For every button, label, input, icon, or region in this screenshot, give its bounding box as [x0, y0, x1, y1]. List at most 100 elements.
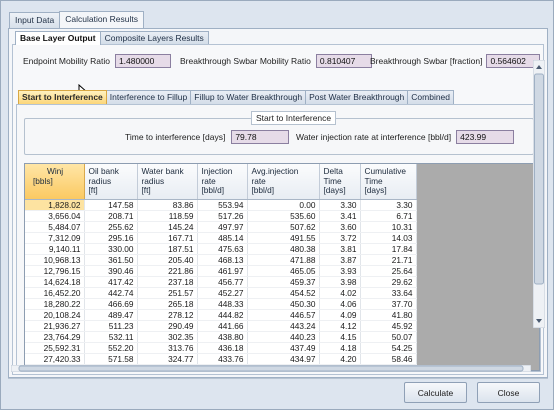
table-cell[interactable]: 278.12: [137, 309, 198, 321]
table-cell[interactable]: 452.27: [197, 287, 248, 299]
table-cell[interactable]: 23,764.29: [25, 331, 85, 343]
table-row[interactable]: 10,968.13 361.50 205.40 468.13 471.88 3.87 21.…: [25, 254, 417, 266]
table-cell[interactable]: 459.37: [247, 276, 320, 288]
table-cell[interactable]: 41.80: [360, 309, 417, 321]
table-cell[interactable]: 265.18: [137, 298, 198, 310]
close-button[interactable]: Close: [477, 382, 540, 403]
table-cell[interactable]: 313.76: [137, 342, 198, 354]
tab-interference-to-fillup[interactable]: Interference to Fillup: [105, 90, 192, 104]
table-cell[interactable]: 441.66: [197, 320, 248, 332]
table-cell[interactable]: 448.33: [197, 298, 248, 310]
table-row[interactable]: 1,828.02 147.58 83.86 553.94 0.00 3.30 3.30: [25, 199, 417, 211]
vertical-scrollbar[interactable]: [533, 60, 545, 328]
table-cell[interactable]: 532.11: [84, 331, 138, 343]
table-cell[interactable]: 145.24: [137, 221, 198, 233]
table-cell[interactable]: 3.87: [319, 254, 361, 266]
table-cell[interactable]: 237.18: [137, 276, 198, 288]
table-row[interactable]: 21,936.27 511.23 290.49 441.66 443.24 4.12 45.…: [25, 320, 417, 332]
col-header-oil-bank-radius[interactable]: Oil bank radius [ft]: [84, 164, 138, 200]
table-row[interactable]: 7,312.09 295.16 167.71 485.14 491.55 3.72 14.0…: [25, 232, 417, 244]
table-cell[interactable]: 16,452.20: [25, 287, 85, 299]
breakthrough-mobility-value[interactable]: 0.810407: [315, 54, 372, 68]
table-cell[interactable]: 442.74: [84, 287, 138, 299]
table-cell[interactable]: 434.97: [247, 353, 320, 365]
table-cell[interactable]: 489.47: [84, 309, 138, 321]
table-cell[interactable]: 3.30: [360, 199, 417, 211]
table-cell[interactable]: 324.77: [137, 353, 198, 365]
table-cell[interactable]: 221.86: [137, 265, 198, 277]
table-cell[interactable]: 255.62: [84, 221, 138, 233]
table-cell[interactable]: 27,420.33: [25, 353, 85, 365]
table-cell[interactable]: 37.70: [360, 298, 417, 310]
table-cell[interactable]: 10.31: [360, 221, 417, 233]
table-row[interactable]: 9,140.11 330.00 187.51 475.63 480.38 3.81 17.8…: [25, 243, 417, 255]
table-cell[interactable]: 205.40: [137, 254, 198, 266]
results-grid[interactable]: Winj [bbls] Oil bank radius [ft] Water b…: [24, 163, 540, 371]
table-cell[interactable]: 21.71: [360, 254, 417, 266]
table-cell[interactable]: 4.06: [319, 298, 361, 310]
table-row[interactable]: 12,796.15 390.46 221.86 461.97 465.05 3.93 25.…: [25, 265, 417, 277]
table-cell[interactable]: 552.20: [84, 342, 138, 354]
table-cell[interactable]: 475.63: [197, 243, 248, 255]
table-cell[interactable]: 6.71: [360, 210, 417, 222]
table-cell[interactable]: 12,796.15: [25, 265, 85, 277]
table-cell[interactable]: 45.92: [360, 320, 417, 332]
tab-base-layer-output[interactable]: Base Layer Output: [15, 31, 101, 45]
table-cell[interactable]: 511.23: [84, 320, 138, 332]
table-cell[interactable]: 4.15: [319, 331, 361, 343]
horizontal-scrollbar[interactable]: [11, 365, 531, 372]
table-cell[interactable]: 0.00: [247, 199, 320, 211]
table-cell[interactable]: 330.00: [84, 243, 138, 255]
tab-calculation-results[interactable]: Calculation Results: [59, 11, 144, 28]
table-cell[interactable]: 465.05: [247, 265, 320, 277]
tab-start-to-interference[interactable]: Start to Interference: [18, 90, 107, 104]
table-cell[interactable]: 10,968.13: [25, 254, 85, 266]
table-cell[interactable]: 480.38: [247, 243, 320, 255]
tab-fillup-to-water-breakthrough[interactable]: Fillup to Water Breakthrough: [190, 90, 307, 104]
col-header-cumulative-time[interactable]: Cumulative Time [days]: [360, 164, 417, 200]
table-cell[interactable]: 118.59: [137, 210, 198, 222]
table-cell[interactable]: 466.69: [84, 298, 138, 310]
table-cell[interactable]: 3.30: [319, 199, 361, 211]
table-cell[interactable]: 471.88: [247, 254, 320, 266]
table-row[interactable]: 5,484.07 255.62 145.24 497.97 507.62 3.60 10.3…: [25, 221, 417, 233]
table-cell[interactable]: 3,656.04: [25, 210, 85, 222]
table-cell[interactable]: 5,484.07: [25, 221, 85, 233]
table-cell[interactable]: 468.13: [197, 254, 248, 266]
table-cell[interactable]: 25,592.31: [25, 342, 85, 354]
table-cell[interactable]: 25.64: [360, 265, 417, 277]
table-cell[interactable]: 443.24: [247, 320, 320, 332]
table-cell[interactable]: 4.09: [319, 309, 361, 321]
table-cell[interactable]: 517.26: [197, 210, 248, 222]
table-cell[interactable]: 433.76: [197, 353, 248, 365]
table-cell[interactable]: 20,108.24: [25, 309, 85, 321]
table-cell[interactable]: 491.55: [247, 232, 320, 244]
table-cell[interactable]: 50.07: [360, 331, 417, 343]
table-cell[interactable]: 507.62: [247, 221, 320, 233]
table-row[interactable]: 14,624.18 417.42 237.18 456.77 459.37 3.98 29.…: [25, 276, 417, 288]
table-cell[interactable]: 208.71: [84, 210, 138, 222]
table-row[interactable]: 27,420.33 571.58 324.77 433.76 434.97 4.20 58.…: [25, 353, 417, 365]
table-row[interactable]: 20,108.24 489.47 278.12 444.82 446.57 4.09 41.…: [25, 309, 417, 321]
table-cell[interactable]: 4.02: [319, 287, 361, 299]
table-cell[interactable]: 7,312.09: [25, 232, 85, 244]
table-cell[interactable]: 3.72: [319, 232, 361, 244]
table-cell[interactable]: 29.62: [360, 276, 417, 288]
table-cell[interactable]: 3.41: [319, 210, 361, 222]
table-cell[interactable]: 444.82: [197, 309, 248, 321]
table-cell[interactable]: 1,828.02: [25, 199, 85, 211]
table-cell[interactable]: 4.20: [319, 353, 361, 365]
table-cell[interactable]: 147.58: [84, 199, 138, 211]
injection-rate-value[interactable]: 423.99: [456, 130, 515, 144]
table-cell[interactable]: 167.71: [137, 232, 198, 244]
table-cell[interactable]: 9,140.11: [25, 243, 85, 255]
table-cell[interactable]: 33.64: [360, 287, 417, 299]
table-cell[interactable]: 21,936.27: [25, 320, 85, 332]
table-cell[interactable]: 436.18: [197, 342, 248, 354]
col-header-water-bank-radius[interactable]: Water bank radius [ft]: [137, 164, 198, 200]
time-to-interference-value[interactable]: 79.78: [231, 130, 290, 144]
table-cell[interactable]: 497.97: [197, 221, 248, 233]
table-cell[interactable]: 446.57: [247, 309, 320, 321]
tab-input-data[interactable]: Input Data: [9, 12, 61, 28]
table-cell[interactable]: 553.94: [197, 199, 248, 211]
